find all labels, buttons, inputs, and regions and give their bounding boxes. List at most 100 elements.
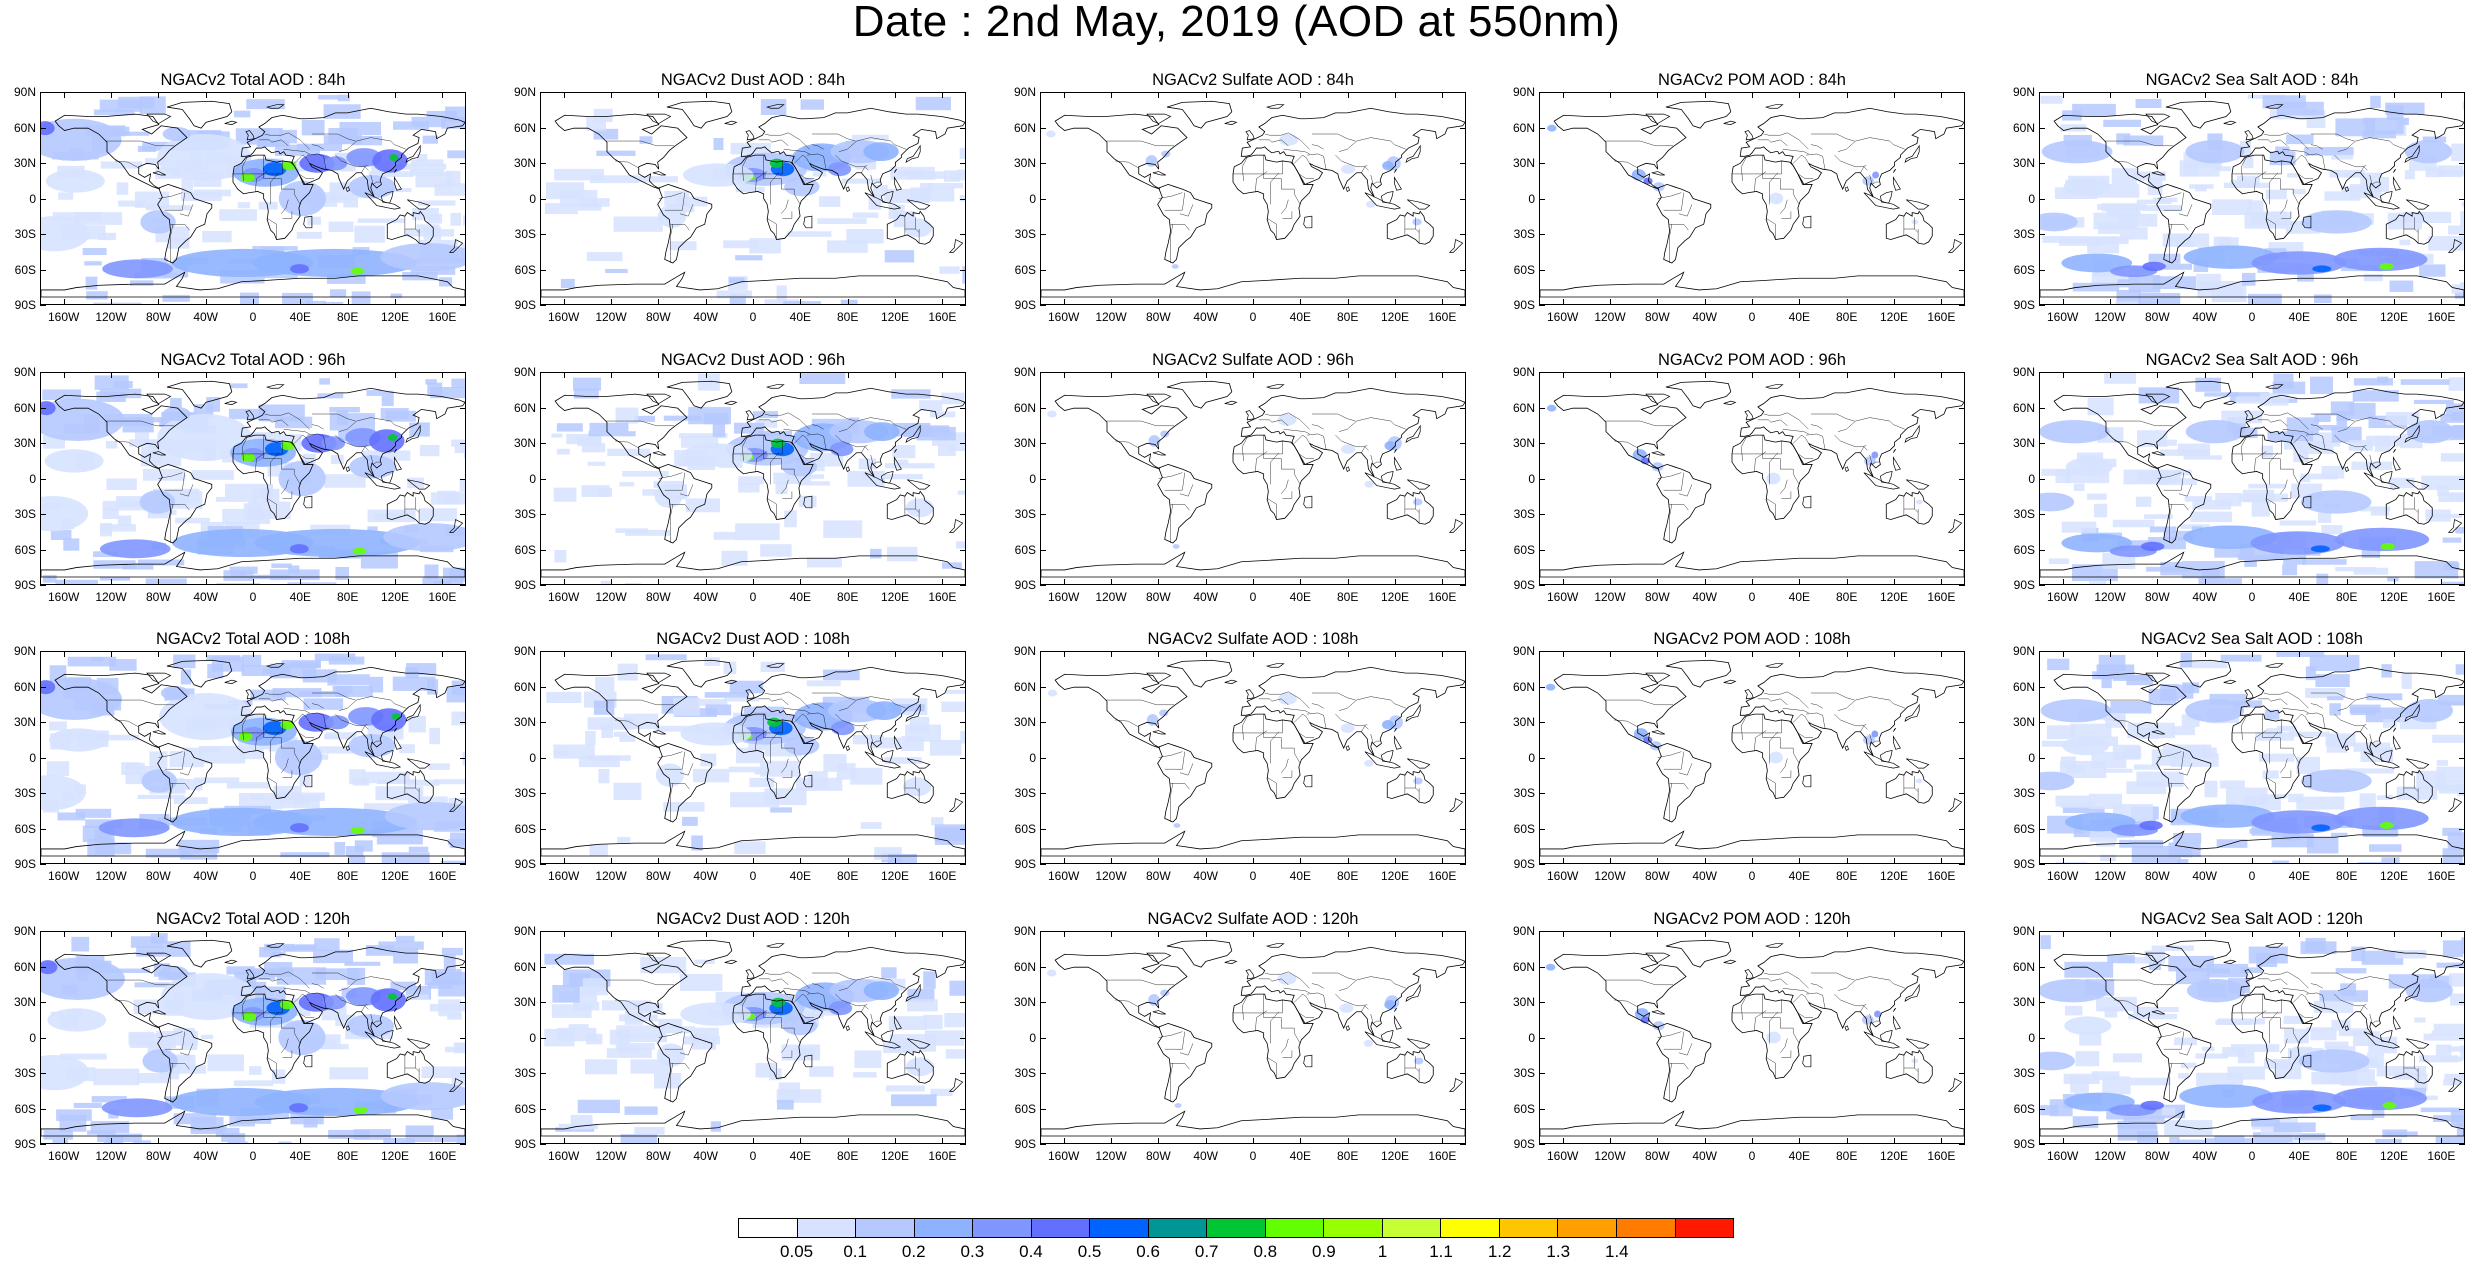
lat-tick xyxy=(460,92,466,93)
lon-tick-label: 160E xyxy=(2419,310,2463,324)
aod-plume xyxy=(102,259,173,278)
country-border xyxy=(312,425,324,430)
lat-tick xyxy=(40,305,46,306)
country-border xyxy=(1834,714,1866,726)
lon-tick xyxy=(2394,92,2395,98)
aod-field-cell xyxy=(428,763,449,769)
aod-field-cell xyxy=(2335,118,2375,136)
aod-field-cell xyxy=(2160,449,2210,456)
colorbar-swatch xyxy=(1383,1219,1442,1237)
lat-tick-label: 90N xyxy=(1499,366,1535,378)
coastline-greenland xyxy=(1167,940,1232,967)
aod-plume xyxy=(2041,699,2112,722)
lon-tick xyxy=(1348,299,1349,305)
lon-tick-label: 80W xyxy=(1136,590,1180,604)
lon-tick xyxy=(206,579,207,585)
lon-tick xyxy=(2347,579,2348,585)
aod-field-cell xyxy=(2280,520,2316,525)
lon-tick xyxy=(2347,931,2348,937)
lon-tick-label: 40W xyxy=(184,869,228,883)
lat-tick xyxy=(2039,585,2045,586)
lat-tick-label: 30S xyxy=(1999,508,2035,520)
aod-field-cell xyxy=(463,752,465,765)
aod-plume xyxy=(1339,1004,1353,1013)
lon-tick-label: 40W xyxy=(684,310,728,324)
country-border xyxy=(1780,1039,1787,1053)
aod-field-cell xyxy=(2095,237,2128,244)
lat-tick xyxy=(540,1073,546,1074)
aod-plume xyxy=(1911,220,1918,225)
lon-tick-label: 40W xyxy=(2183,869,2227,883)
lon-tick-label: 120E xyxy=(373,869,417,883)
lat-tick xyxy=(2459,585,2465,586)
lon-tick xyxy=(1348,92,1349,98)
lat-tick-label: 90N xyxy=(1999,925,2035,937)
aod-field-cell xyxy=(170,398,182,408)
lat-tick xyxy=(540,372,546,373)
lon-tick xyxy=(1111,579,1112,585)
aod-field-cell xyxy=(234,111,250,118)
lon-tick-label: 40E xyxy=(1278,869,1322,883)
lon-tick xyxy=(1705,931,1706,937)
lon-tick xyxy=(2157,651,2158,657)
aod-field-cell xyxy=(207,664,223,678)
lon-tick-label: 160E xyxy=(1919,869,1963,883)
aod-field-cell xyxy=(437,491,456,505)
lon-tick xyxy=(564,299,565,305)
aod-field-cell xyxy=(2098,223,2120,234)
aod-field-cell xyxy=(861,822,882,829)
lon-tick xyxy=(895,372,896,378)
aod-field-cell xyxy=(329,407,360,412)
lat-tick xyxy=(460,443,466,444)
coastline-sri-lanka xyxy=(846,1026,849,1031)
lon-tick-label: 80E xyxy=(1825,1149,1869,1163)
aod-field-cell xyxy=(2336,968,2367,973)
lat-tick xyxy=(1959,514,1965,515)
lon-tick xyxy=(1253,299,1254,305)
coastline-philippines xyxy=(2393,457,2400,470)
map-plot xyxy=(2039,651,2465,864)
country-border xyxy=(759,979,788,985)
aod-field-cell xyxy=(2462,202,2464,207)
coastline-philippines xyxy=(2393,736,2400,749)
aod-field-cell xyxy=(554,488,577,502)
lat-tick xyxy=(2039,967,2045,968)
aod-field-cell xyxy=(2074,484,2085,491)
aod-field-cell xyxy=(627,1003,663,1010)
coastline-new-zealand xyxy=(950,799,963,812)
country-border xyxy=(1915,217,1919,232)
country-border xyxy=(1670,224,1672,263)
lat-tick xyxy=(1959,758,1965,759)
aod-field-cell xyxy=(47,761,69,776)
lon-tick xyxy=(564,92,565,98)
lon-tick xyxy=(348,858,349,864)
aod-field-cell xyxy=(63,538,79,550)
lat-tick-label: 30N xyxy=(500,996,536,1008)
country-border xyxy=(1780,480,1787,494)
lon-tick xyxy=(395,1138,396,1144)
aod-field-cell xyxy=(930,740,962,756)
country-border xyxy=(2293,714,2308,722)
aod-field-cell xyxy=(416,224,439,233)
country-border xyxy=(1793,155,1808,163)
coastline-greenland xyxy=(1666,381,1731,408)
aod-plume xyxy=(1341,724,1355,733)
lat-tick-label: 90S xyxy=(1999,1138,2035,1150)
lat-tick-label: 30S xyxy=(1999,1067,2035,1079)
aod-plume xyxy=(2063,177,2110,196)
aod-plume xyxy=(770,159,784,168)
aod-field-cell xyxy=(386,411,416,422)
map-plot xyxy=(540,372,966,585)
lon-tick xyxy=(848,1138,849,1144)
lat-tick-label: 60S xyxy=(1000,264,1036,276)
lon-tick xyxy=(348,579,349,585)
colorbar-label: 1.3 xyxy=(1533,1242,1583,1262)
aod-field-cell xyxy=(143,469,185,481)
aod-field-cell xyxy=(2284,1029,2309,1044)
lon-tick xyxy=(1253,858,1254,864)
country-border xyxy=(2270,173,2278,205)
lat-tick-label: 0 xyxy=(1999,1032,2035,1044)
aod-field-cell xyxy=(582,443,605,452)
lon-tick xyxy=(442,92,443,98)
